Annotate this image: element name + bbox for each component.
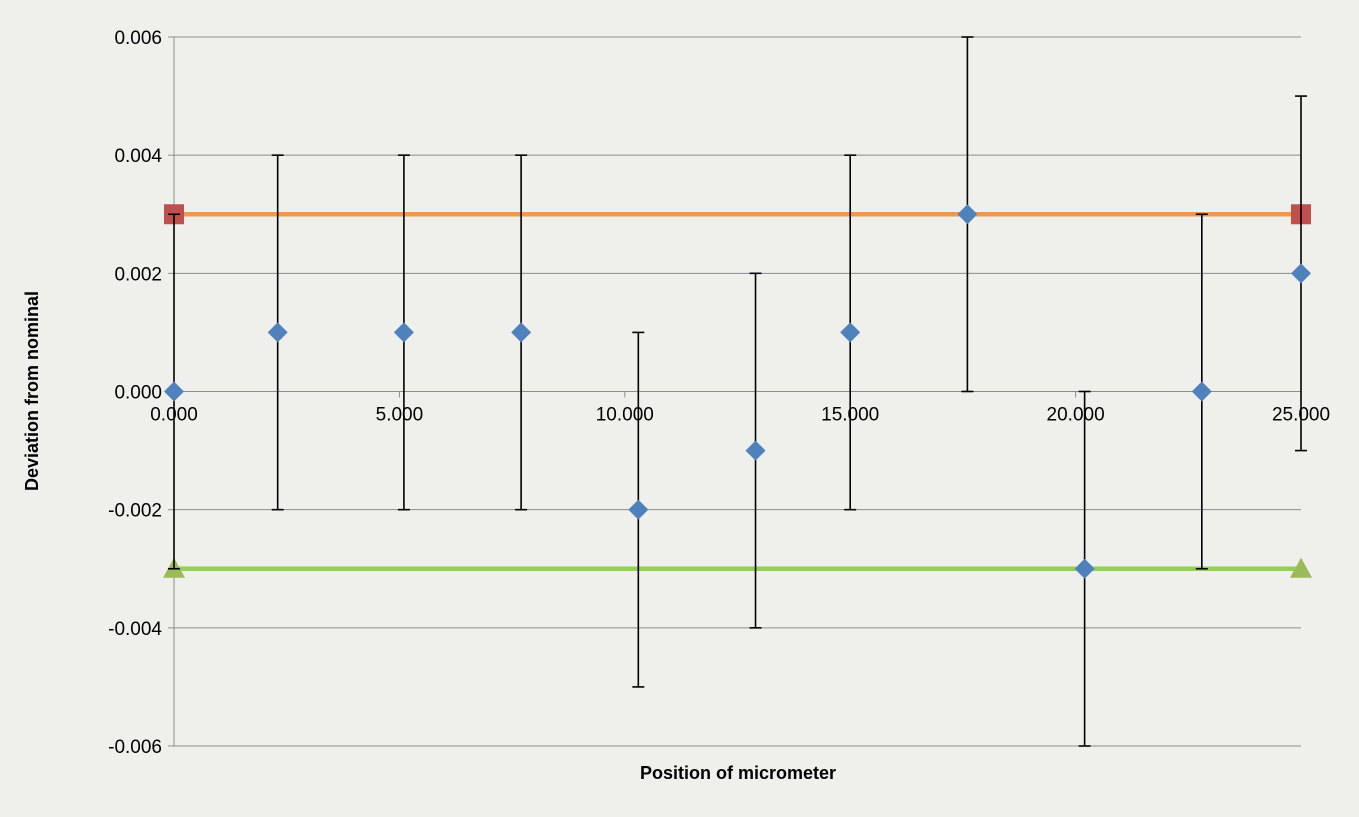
y-tick-label: -0.002 xyxy=(108,501,162,522)
y-tick-labels: 0.006 0.004 0.002 0.000 -0.002 -0.004 -0.006 xyxy=(108,28,162,758)
data-point xyxy=(745,440,766,461)
axes xyxy=(168,36,1302,747)
x-tick-label: 5.000 xyxy=(376,405,424,426)
x-tick-label: 20.000 xyxy=(1047,405,1105,426)
data-point xyxy=(957,204,978,225)
y-tick-label: -0.006 xyxy=(108,737,162,758)
y-tick-label: 0.002 xyxy=(114,264,162,285)
data-point xyxy=(1291,263,1311,284)
y-axis-title: Deviation from nominal xyxy=(22,291,42,491)
x-axis-title: Position of micrometer xyxy=(640,763,836,783)
data-point xyxy=(1074,558,1095,579)
limit-lines xyxy=(163,204,1312,578)
data-point xyxy=(840,322,861,343)
y-tick-label: 0.006 xyxy=(114,28,162,49)
data-point xyxy=(511,322,532,343)
y-tick-label: 0.000 xyxy=(114,383,162,404)
data-point xyxy=(1191,381,1212,402)
data-point xyxy=(164,381,184,402)
data-point xyxy=(267,322,288,343)
x-tick-label: 10.000 xyxy=(596,405,654,426)
x-tick-labels: 0.000 5.000 10.000 15.000 20.000 25.000 xyxy=(150,405,1330,426)
data-point xyxy=(393,322,414,343)
y-tick-label: -0.004 xyxy=(108,619,162,640)
data-points xyxy=(164,204,1311,579)
y-tick-label: 0.004 xyxy=(114,146,162,167)
data-point xyxy=(628,499,649,520)
lower-limit-marker xyxy=(1290,557,1312,578)
